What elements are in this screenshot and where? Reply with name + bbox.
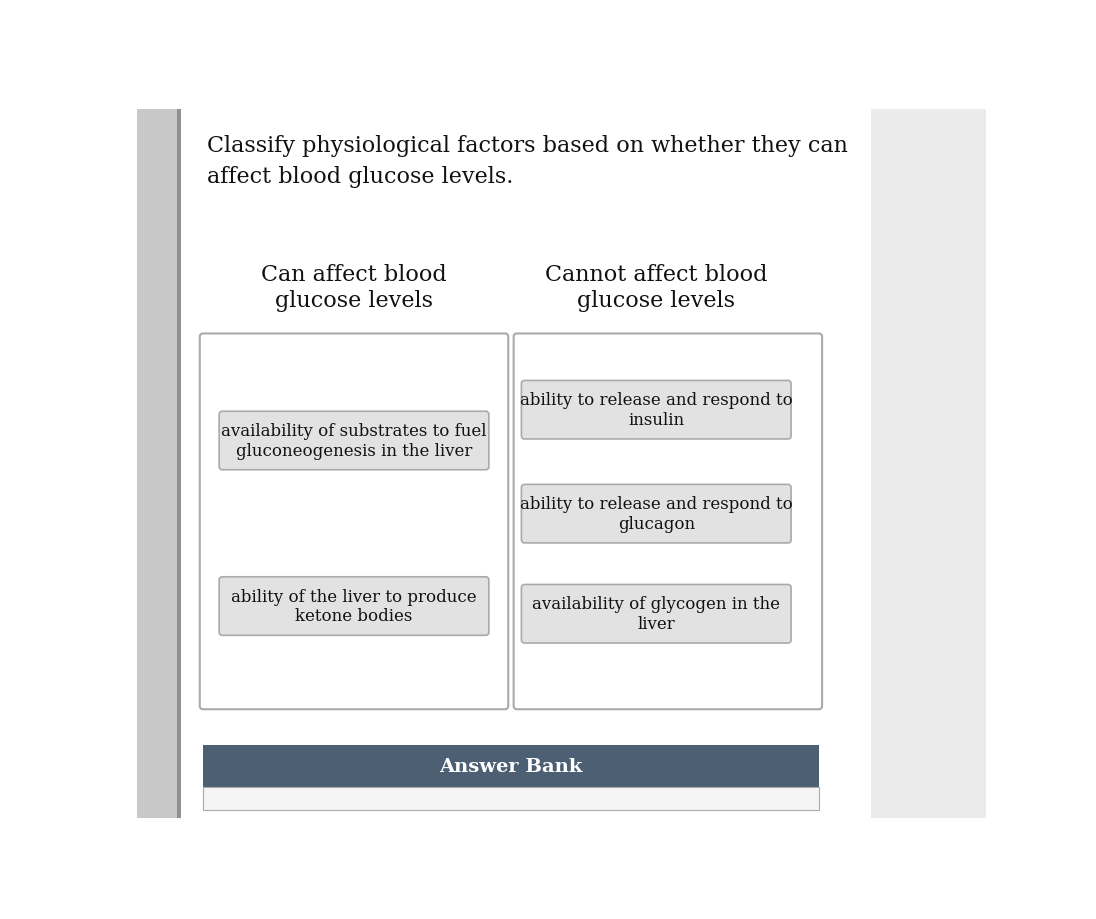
Bar <box>137 110 178 818</box>
Bar <box>203 788 819 811</box>
Bar <box>203 744 819 788</box>
Bar <box>178 110 181 818</box>
Text: Cannot affect blood
glucose levels: Cannot affect blood glucose levels <box>545 264 767 312</box>
Text: ability to release and respond to
glucagon: ability to release and respond to glucag… <box>520 496 792 532</box>
Text: ability of the liver to produce
ketone bodies: ability of the liver to produce ketone b… <box>231 588 477 625</box>
Text: Answer Bank: Answer Bank <box>439 757 583 775</box>
Text: availability of substrates to fuel
gluconeogenesis in the liver: availability of substrates to fuel gluco… <box>221 423 487 460</box>
Bar <box>181 110 871 818</box>
FancyBboxPatch shape <box>219 577 489 636</box>
Text: Can affect blood
glucose levels: Can affect blood glucose levels <box>261 264 447 312</box>
Text: affect blood glucose levels.: affect blood glucose levels. <box>207 165 513 187</box>
Text: availability of glycogen in the
liver: availability of glycogen in the liver <box>533 596 780 632</box>
FancyBboxPatch shape <box>522 584 791 643</box>
Text: ability to release and respond to
insulin: ability to release and respond to insuli… <box>520 392 792 428</box>
FancyBboxPatch shape <box>522 485 791 543</box>
Text: Classify physiological factors based on whether they can: Classify physiological factors based on … <box>207 135 847 157</box>
FancyBboxPatch shape <box>514 335 822 709</box>
FancyBboxPatch shape <box>219 412 489 471</box>
FancyBboxPatch shape <box>199 335 509 709</box>
FancyBboxPatch shape <box>522 381 791 439</box>
